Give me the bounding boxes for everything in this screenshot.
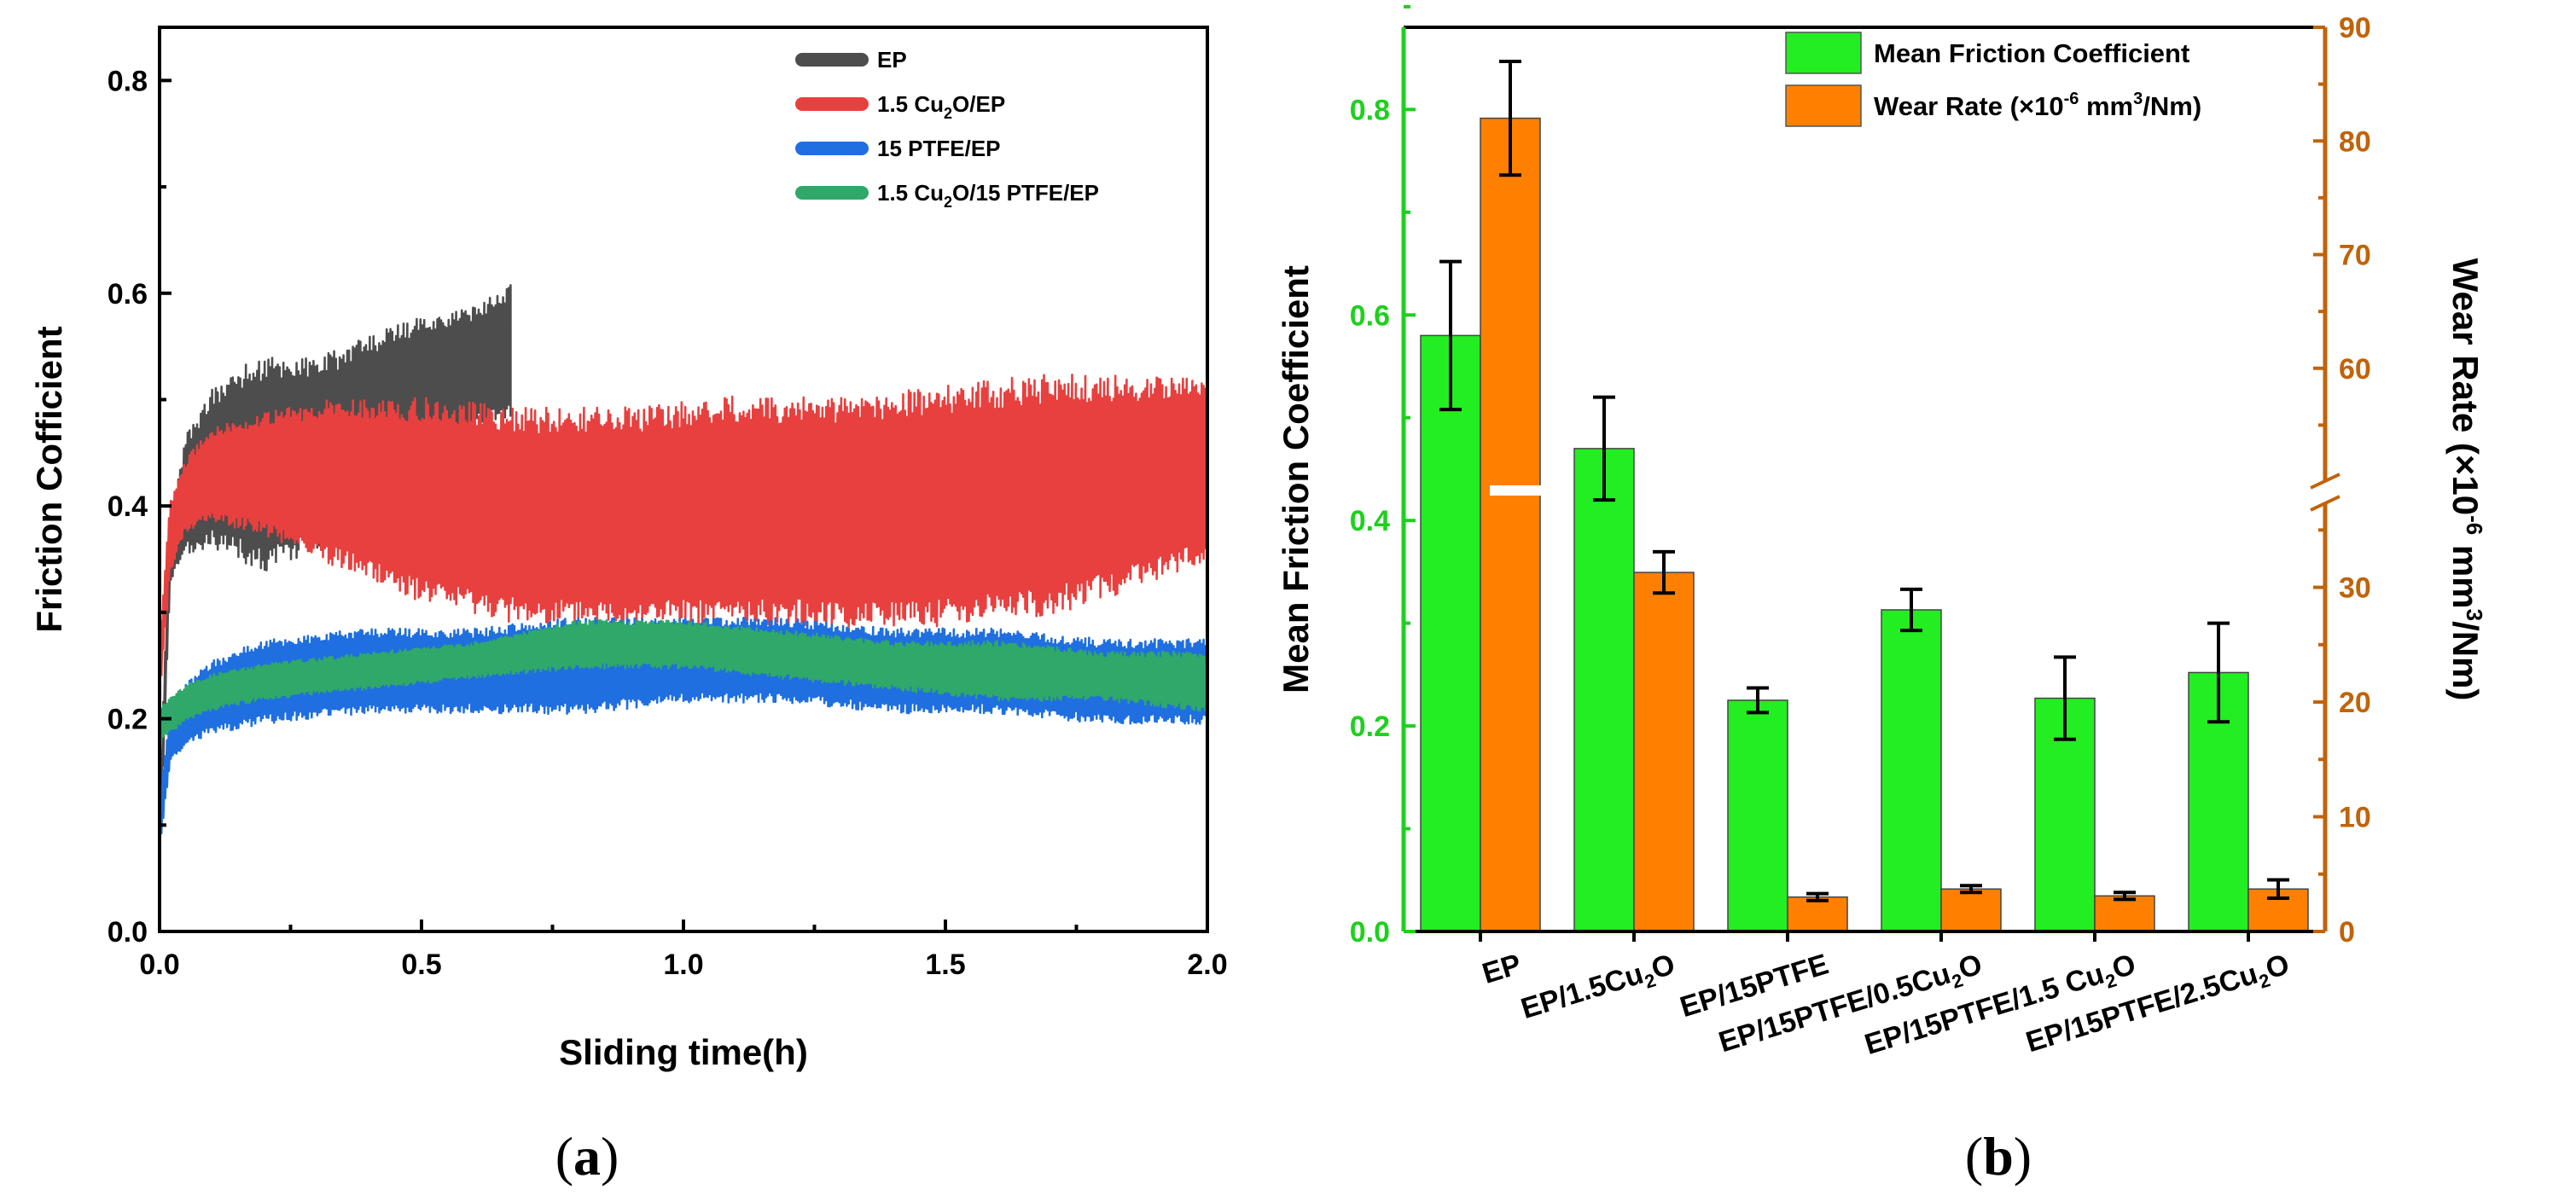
y-tick-label-a: 0.6 <box>108 278 148 310</box>
legend-label-a: 1.5 Cu2O/15 PTFE/EP <box>877 180 1099 211</box>
chart-friction-vs-time: 0.0 0.5 1.0 1.5 2.0 0.0 0.2 0.4 0.6 0.8 Sliding t… <box>29 26 1228 1072</box>
y-tick-label-right-b: 90 <box>2339 12 2371 44</box>
y-tick-label-a: 0.2 <box>108 704 148 736</box>
y-tick-label-right-b: 30 <box>2339 572 2371 605</box>
bar-friction <box>1881 609 1942 932</box>
y-tick-label-right-b: 10 <box>2339 802 2371 834</box>
x-tick-label-a: 1.5 <box>925 949 965 981</box>
error-bar <box>1900 587 1922 633</box>
category-label-b: EP/1.5Cu2O <box>1517 948 1680 1030</box>
error-bar <box>1960 884 1982 895</box>
chart-friction-and-wear: 0.0 0.2 0.4 0.6 0.8 0 10 20 30 60 70 80 90 EPEP/1.5C… <box>1276 4 2487 1063</box>
error-bar <box>2054 655 2076 741</box>
error-bar <box>1806 891 1829 902</box>
y-tick-label-left-b: 0.2 <box>1350 711 1390 743</box>
y-tick-label-left-b: 0.6 <box>1350 299 1390 332</box>
x-tick-label-a: 2.0 <box>1187 949 1227 981</box>
x-tick-label-a: 1.0 <box>663 949 703 981</box>
bar-friction <box>1420 334 1481 932</box>
legend-label-a: 1.5 Cu2O/EP <box>877 91 1005 122</box>
bar-break-gap <box>1490 485 1550 496</box>
y-axis-label-a: Friction Cofficient <box>29 326 69 632</box>
y-tick-label-right-b: 60 <box>2339 353 2371 386</box>
bar-wear-rate <box>1480 117 1541 932</box>
series-line-1-5-cu2o-15-ptfe-ep <box>160 619 1207 740</box>
panel-a-label: (a) <box>555 1126 619 1186</box>
error-bar <box>2267 878 2289 901</box>
x-axis-label-a: Sliding time(h) <box>559 1032 808 1072</box>
bar-wear-rate <box>1940 888 2002 932</box>
bar-friction <box>1727 699 1788 932</box>
axis-break-marker <box>2310 473 2340 512</box>
error-bar <box>1439 259 1462 412</box>
bar-friction <box>1573 448 1635 932</box>
panel-b-label: (b) <box>1965 1126 2032 1186</box>
bar-wear-rate <box>1787 896 1848 932</box>
error-bar <box>2114 891 2136 902</box>
y-tick-label-right-b: 20 <box>2339 687 2371 719</box>
bar-wear-rate <box>1633 571 1695 932</box>
legend-label-a: 15 PTFE/EP <box>877 136 1001 161</box>
category-label-b: EP <box>1479 948 1525 990</box>
y-tick-label-a: 0.8 <box>108 65 148 97</box>
y-tick-label-a: 0.4 <box>108 490 148 523</box>
legend-swatch-b <box>1785 32 1862 74</box>
legend-label-a: EP <box>877 47 907 73</box>
x-tick-label-a: 0.0 <box>139 949 179 981</box>
legend-swatch-b <box>1785 84 1862 127</box>
error-bar <box>1747 686 1769 715</box>
y-axis-label-left-b: Mean Friction Coefficient <box>1276 265 1316 693</box>
error-bar <box>1499 59 1521 177</box>
category-label-b: EP/15PTFE/2.5Cu2O <box>2022 948 2294 1063</box>
y-tick-label-right-b: 0 <box>2339 916 2355 949</box>
legend-label-b: Mean Friction Coefficient <box>1874 38 2189 68</box>
legend-a: EP 1.5 Cu2O/EP 15 PTFE/EP 1.5 Cu2O/15 PTFE/… <box>795 47 1099 211</box>
y-tick-label-right-b: 70 <box>2339 240 2371 272</box>
y-tick-label-left-b: 0.0 <box>1350 916 1390 949</box>
series-line-1-5-cu2o-ep <box>160 374 1207 702</box>
error-bar <box>1653 549 1675 595</box>
y-tick-label-a: 0.0 <box>108 916 148 949</box>
y-axis-label-right-b: Wear Rate (×10-6 mm3/Nm) <box>2445 258 2487 701</box>
error-bar <box>2207 621 2230 724</box>
x-tick-label-a: 0.5 <box>401 949 441 981</box>
y-tick-label-left-b: 0.4 <box>1350 505 1390 537</box>
y-tick-label-right-b: 80 <box>2339 125 2371 158</box>
bar-wear-rate <box>2094 895 2155 932</box>
y-tick-label-left-b: 0.8 <box>1350 94 1390 126</box>
legend-b: Mean Friction Coefficient Wear Rate (×10-… <box>1785 32 2201 127</box>
error-bar <box>1593 395 1615 502</box>
legend-label-b: Wear Rate (×10-6 mm3/Nm) <box>1874 90 2201 121</box>
